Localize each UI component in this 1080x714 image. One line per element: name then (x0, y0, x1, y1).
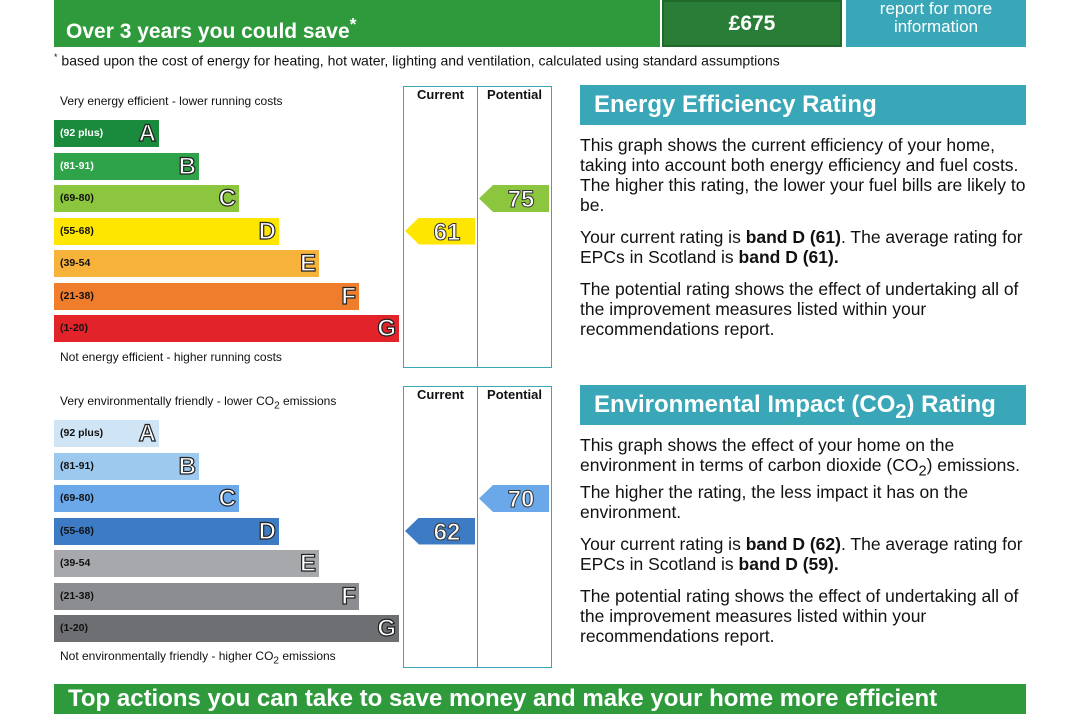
top-actions-heading: Top actions you can take to save money a… (54, 684, 1026, 714)
band-range: (81-91) (60, 159, 94, 172)
band-c: (69-80) C (54, 184, 239, 213)
band-range: (92 plus) (60, 127, 104, 139)
band-d: (55-68) D (54, 517, 279, 545)
band-e: (39-54 E (54, 549, 319, 578)
band-f: (21-38) F (54, 282, 359, 310)
potential-column (477, 386, 552, 668)
band-letter: D (258, 217, 277, 245)
band-letter: B (178, 152, 197, 180)
band-c: (69-80) C (54, 484, 239, 513)
current-rating-arrow: 62 (405, 517, 475, 546)
band-letter: B (178, 452, 197, 480)
band-g: (1-20) G (54, 614, 399, 643)
band-d: (55-68) D (54, 217, 279, 245)
current-rating-value: 61 (433, 218, 461, 246)
energy-efficiency-graph: Very energy efficient - lower running co… (54, 86, 552, 368)
band-range: (1-20) (60, 322, 89, 334)
band-range: (39-54 (60, 257, 91, 269)
graph-top-label: Very environmentally friendly - lower CO… (60, 394, 337, 412)
current-rating-arrow: 61 (405, 217, 475, 246)
energy-rating-title: Energy Efficiency Rating (580, 85, 1026, 125)
band-letter: F (341, 282, 357, 310)
graph-top-label: Very energy efficient - lower running co… (60, 94, 283, 108)
band-letter: D (258, 517, 277, 545)
energy-paragraph-2: Your current rating is band D (61). The … (580, 227, 1023, 267)
graph-bottom-label: Not environmentally friendly - higher CO… (60, 649, 336, 667)
report-info-line-2: information (893, 17, 979, 36)
environmental-rating-description: This graph shows the effect of your home… (580, 435, 1026, 658)
band-letter: A (138, 119, 157, 147)
energy-paragraph-3: The potential rating shows the effect of… (580, 279, 1019, 339)
potential-rating-value: 75 (507, 186, 535, 213)
band-a: (92 plus) A (54, 119, 159, 148)
current-rating-value: 62 (433, 518, 461, 546)
band-range: (39-54 (60, 557, 91, 569)
band-letter: A (138, 419, 157, 447)
energy-rating-description: This graph shows the current efficiency … (580, 135, 1026, 351)
potential-rating-arrow: 75 (479, 185, 549, 212)
band-range: (81-91) (60, 459, 94, 472)
band-letter: F (341, 582, 357, 610)
band-f: (21-38) F (54, 582, 359, 610)
band-range: (55-68) (60, 224, 94, 237)
footnote: * based upon the cost of energy for heat… (54, 52, 780, 69)
band-range: (55-68) (60, 524, 94, 537)
potential-rating-value: 70 (507, 486, 535, 513)
environmental-rating-title: Environmental Impact (CO2) Rating (580, 385, 1026, 425)
graph-bottom-label: Not energy efficient - higher running co… (60, 350, 282, 364)
band-letter: E (299, 249, 316, 277)
band-b: (81-91) B (54, 152, 199, 180)
environmental-impact-graph: Very environmentally friendly - lower CO… (54, 386, 552, 668)
band-range: (92 plus) (60, 427, 104, 439)
band-b: (81-91) B (54, 452, 199, 480)
band-letter: C (218, 184, 237, 212)
band-letter: E (299, 549, 316, 577)
report-info-line-1: report for more (879, 0, 993, 18)
band-letter: C (218, 484, 237, 512)
band-range: (69-80) (60, 192, 94, 204)
energy-paragraph-1: This graph shows the current efficiency … (580, 135, 1026, 215)
current-column-header: Current (417, 87, 464, 102)
savings-value: £675 (662, 0, 842, 47)
savings-label: Over 3 years you could save* (54, 0, 660, 47)
environmental-paragraph-1: This graph shows the effect of your home… (580, 435, 1020, 522)
report-info-box: report for more information (846, 0, 1026, 47)
band-range: (21-38) (60, 589, 94, 602)
band-letter: G (377, 314, 397, 342)
potential-column-header: Potential (487, 87, 542, 102)
band-range: (21-38) (60, 289, 94, 302)
potential-rating-arrow: 70 (479, 485, 549, 512)
band-range: (1-20) (60, 622, 89, 634)
environmental-paragraph-3: The potential rating shows the effect of… (580, 585, 1019, 646)
potential-column-header: Potential (487, 387, 542, 402)
band-letter: G (377, 614, 397, 642)
band-g: (1-20) G (54, 314, 399, 343)
environmental-paragraph-2: Your current rating is band D (62). The … (580, 533, 1023, 574)
band-a: (92 plus) A (54, 419, 159, 448)
potential-column (477, 86, 552, 368)
band-range: (69-80) (60, 492, 94, 504)
current-column-header: Current (417, 387, 464, 402)
band-e: (39-54 E (54, 249, 319, 278)
